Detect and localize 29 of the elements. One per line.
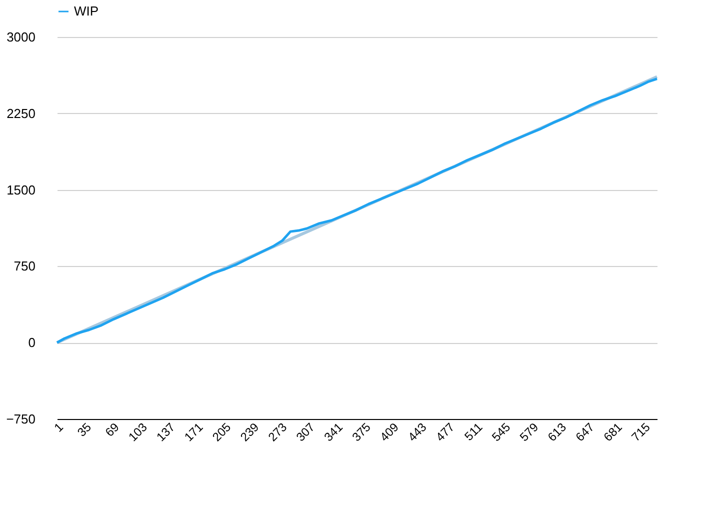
x-tick-label: 375: [349, 420, 374, 444]
y-tick-label: 3000: [6, 30, 36, 44]
legend-label: WIP: [74, 4, 99, 18]
x-tick-label: 239: [238, 420, 262, 444]
x-tick-label: 613: [544, 420, 570, 444]
x-tick-label: 103: [126, 420, 150, 444]
x-tick-label: 171: [182, 420, 206, 444]
x-tick-label: 137: [154, 420, 178, 444]
x-tick-label: 545: [489, 420, 514, 444]
x-tick-label: 69: [102, 420, 122, 440]
x-tick-label: 1: [51, 420, 66, 435]
x-tick-label: 409: [377, 420, 402, 444]
y-tick-label: −750: [6, 412, 36, 426]
x-tick-label: 307: [293, 420, 318, 444]
x-tick-label: 647: [572, 420, 598, 444]
x-tick-label: 443: [405, 420, 430, 444]
x-tick-label: 273: [265, 420, 290, 444]
x-tick-label: 511: [462, 420, 486, 444]
x-tick-label: 477: [433, 420, 458, 444]
y-tick-label: 1500: [6, 182, 36, 198]
x-tick-label: 341: [321, 420, 346, 444]
y-tick-label: 2250: [6, 106, 36, 121]
x-tick-label: 681: [600, 420, 626, 444]
x-tick-label: 715: [628, 420, 654, 444]
y-tick-label: 750: [14, 258, 36, 274]
x-tick-label: 35: [74, 420, 94, 440]
x-tick-label: 579: [516, 420, 542, 444]
x-tick-label: 205: [210, 420, 234, 444]
y-tick-label: 0: [28, 335, 36, 350]
